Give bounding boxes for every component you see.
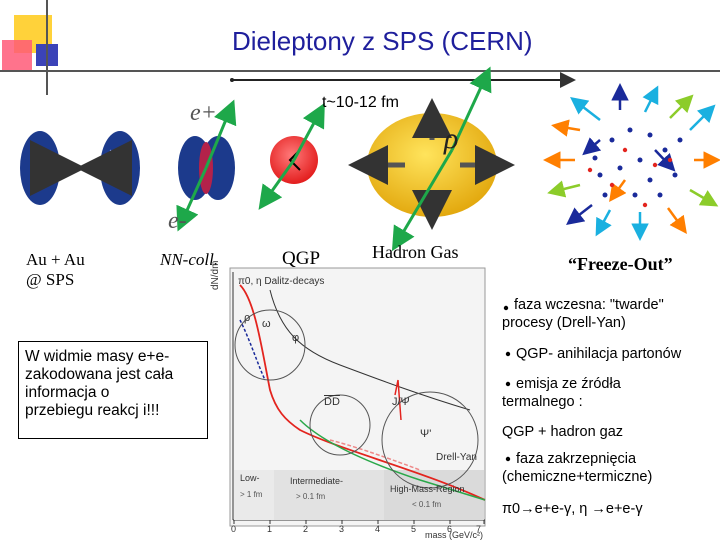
- bullet-line: QGP- anihilacja partonów: [516, 346, 682, 362]
- bullet-line: emisja ze źródła: [516, 376, 621, 392]
- note-line: przebiegu reakcj i!!!: [25, 402, 160, 419]
- freeze-out-particles: [543, 83, 720, 241]
- plot-label-low: Low-: [240, 473, 260, 483]
- plot-label-high-sub: < 0.1 fm: [412, 500, 442, 509]
- au-nuclei: [20, 131, 140, 205]
- plot-label-intermediate: Intermediate-: [290, 476, 344, 486]
- plot-label-dd: DD: [324, 396, 340, 408]
- plot-label-low-sub: > 1 fm: [240, 490, 263, 499]
- bullet-thermal-emission: emisja ze źródła termalnego :: [502, 375, 621, 411]
- plot-label-psi: Ψ': [420, 428, 432, 440]
- time-label: t~10-12 fm: [322, 94, 399, 111]
- bullet-decays: π0→e+e-γ, η →e+e-γ: [502, 500, 643, 518]
- stage-hadron-gas: Hadron Gas: [372, 242, 459, 262]
- plot-label-high: High-Mass-Region: [390, 484, 465, 494]
- plot-xtick-2: 2: [303, 524, 309, 534]
- plot-label-drellyan: Drell-Yan: [436, 452, 477, 463]
- bullet-qgp-hadron: QGP + hadron gaz: [502, 423, 623, 441]
- bullet-line: termalnego :: [502, 394, 583, 410]
- stage-qgp: QGP: [282, 248, 321, 269]
- bullet-freeze-phase: faza zakrzepnięcia (chemiczne+termiczne): [502, 450, 652, 486]
- bullet-line: QGP + hadron gaz: [502, 424, 624, 440]
- plot-label-omega: ω: [262, 318, 271, 330]
- hadron-gas-ball: [348, 66, 515, 252]
- logo-hline: [0, 70, 720, 72]
- note-line: W widmie masy e+e-: [25, 348, 170, 365]
- nn-collision: [176, 99, 237, 232]
- note-box: W widmie masy e+e- zakodowana jest cała …: [18, 341, 208, 439]
- logo-vline: [46, 0, 48, 95]
- plot-label-phi: φ: [292, 332, 300, 344]
- mass-spectrum-plot: [229, 267, 486, 527]
- plot-xtick-7: 7: [476, 524, 482, 534]
- plot-xtick-0: 0: [231, 524, 237, 534]
- bullet-line: procesy (Drell-Yan): [502, 315, 626, 331]
- logo-square-red: [2, 40, 32, 70]
- stage-auau-line1: Au + Au: [26, 250, 85, 269]
- plot-xtick-5: 5: [411, 524, 417, 534]
- bullet-early-phase: faza wczesna: "twarde": [514, 296, 664, 314]
- eplus-label: e+: [190, 100, 217, 126]
- plot-label-rho: ρ: [244, 312, 251, 324]
- page-title: Dieleptony z SPS (CERN): [232, 26, 533, 56]
- bullet-qgp-annihilation: QGP- anihilacja partonów: [516, 345, 681, 363]
- plot-label-dalitz: π0, η Dalitz-decays: [238, 276, 325, 287]
- plot-label-inter-sub: > 0.1 fm: [296, 492, 326, 501]
- bullet-line: faza zakrzepnięcia: [516, 451, 637, 467]
- bullet-line: π0→e+e-γ, η →e+e-γ: [502, 501, 643, 517]
- stage-freeze-out: “Freeze-Out”: [568, 254, 673, 274]
- eminus-label: e-: [168, 208, 187, 234]
- plot-xtick-1: 1: [267, 524, 273, 534]
- plot-xlabel: mass (GeV/c²): [425, 530, 484, 540]
- plot-xtick-3: 3: [339, 524, 345, 534]
- note-line: zakodowana jest cała: [25, 366, 174, 383]
- bullet-early-phase-cont: procesy (Drell-Yan): [502, 314, 626, 332]
- bullet-line: faza wczesna: "twarde": [514, 297, 664, 313]
- bullet-line: (chemiczne+termiczne): [502, 469, 653, 485]
- stage-nn: NN-coll.: [160, 250, 219, 269]
- plot-ylabel: dN/dm: [210, 260, 221, 290]
- bullet-dots: [503, 305, 511, 462]
- qgp-ball: [258, 102, 325, 210]
- stage-auau-line2: @ SPS: [26, 270, 75, 289]
- plot-label-jpsi: J/Ψ: [392, 396, 410, 408]
- note-line: informacja o: [25, 384, 110, 401]
- plot-xtick-6: 6: [447, 524, 453, 534]
- plot-xtick-4: 4: [375, 524, 381, 534]
- rho-symbol: ρ: [444, 122, 459, 155]
